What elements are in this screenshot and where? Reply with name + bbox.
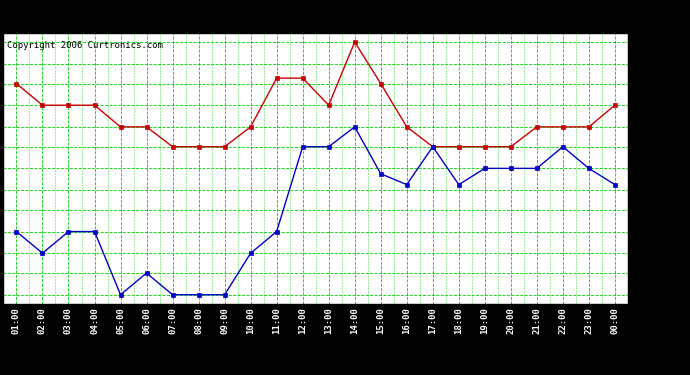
Text: 10:00: 10:00 [246,308,255,334]
Text: 11:00: 11:00 [272,308,281,334]
Text: Outdoor Temperature (vs) Wind Chill (Last 24 Hours) Sun Jan 15 00:00: Outdoor Temperature (vs) Wind Chill (Las… [11,9,620,24]
Text: 17:00: 17:00 [428,308,437,334]
Text: 13:00: 13:00 [324,308,333,334]
Text: 16:00: 16:00 [402,308,411,334]
Text: 02:00: 02:00 [38,308,47,334]
Text: 21:00: 21:00 [532,308,542,334]
Text: 18:00: 18:00 [454,308,463,334]
Text: 14:00: 14:00 [351,308,359,334]
Text: 04:00: 04:00 [90,308,99,334]
Text: 15:00: 15:00 [376,308,385,334]
Text: 01:00: 01:00 [12,308,21,334]
Text: 03:00: 03:00 [64,308,73,334]
Text: 09:00: 09:00 [220,308,229,334]
Text: 12:00: 12:00 [298,308,307,334]
Text: Copyright 2006 Curtronics.com: Copyright 2006 Curtronics.com [7,41,162,50]
Text: 19:00: 19:00 [480,308,489,334]
Text: 22:00: 22:00 [558,308,567,334]
Text: 00:00: 00:00 [611,308,620,334]
Text: 08:00: 08:00 [194,308,203,334]
Text: 07:00: 07:00 [168,308,177,334]
Text: 23:00: 23:00 [584,308,593,334]
Text: 05:00: 05:00 [116,308,125,334]
Text: 20:00: 20:00 [506,308,515,334]
Text: 06:00: 06:00 [142,308,151,334]
